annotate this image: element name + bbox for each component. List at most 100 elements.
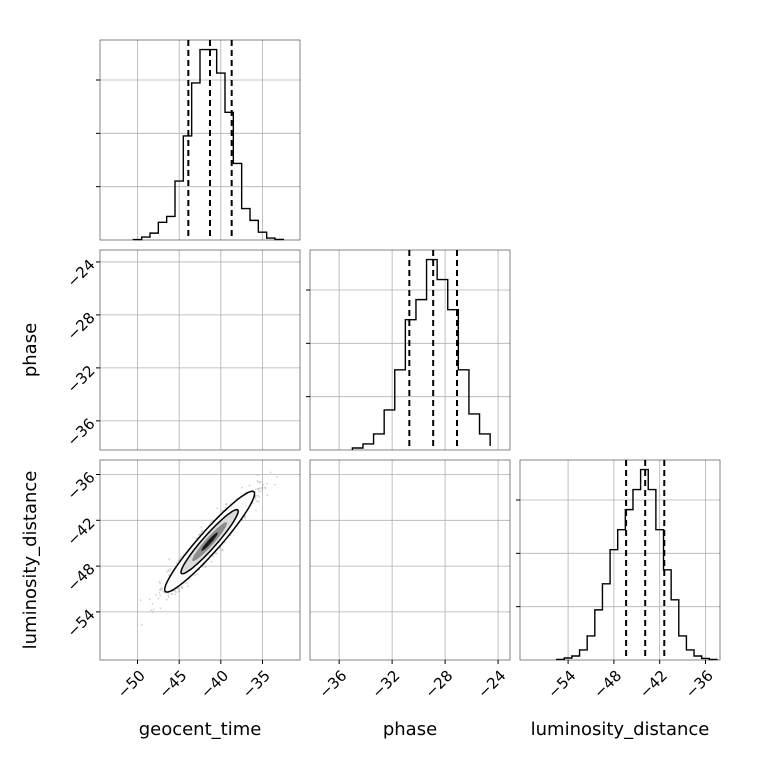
scatter-point [226,0,228,1]
scatter-point [217,0,219,1]
scatter-point [197,0,199,1]
scatter-point [233,0,235,1]
scatter-point [0,519,1,521]
scatter-point [0,503,1,505]
scatter-point [177,0,179,1]
scatter-point [207,0,209,1]
scatter-point [217,0,219,1]
scatter-point [0,557,1,559]
scatter-point [0,538,1,540]
scatter-point [0,572,1,574]
scatter-point [194,0,196,1]
scatter-point [217,0,219,1]
scatter-point [0,497,1,499]
scatter-point [216,0,218,1]
scatter-point [204,0,206,1]
scatter-point [0,589,1,591]
scatter-point [213,0,215,1]
scatter-point [0,523,1,525]
scatter-point [0,563,1,565]
scatter-point [0,554,1,556]
scatter-point [205,0,207,1]
scatter-point [0,507,1,509]
scatter-point [206,0,208,1]
scatter-point [0,545,1,547]
scatter-point [185,0,187,1]
scatter-point [0,554,1,556]
scatter-point [235,0,237,1]
scatter-point [0,510,1,512]
scatter-point [0,558,1,560]
scatter-point [0,499,1,501]
scatter-point [206,0,208,1]
scatter-point [195,0,197,1]
x-tick-label: −54 [544,667,579,702]
scatter-point [0,559,1,561]
scatter-point [0,570,1,572]
scatter-point [228,0,230,1]
scatter-point [0,540,1,542]
scatter-point [0,553,1,555]
scatter-point [245,0,247,1]
scatter-point [189,0,191,1]
scatter-point [0,558,1,560]
scatter-point [212,0,214,1]
scatter-point [0,510,1,512]
scatter-point [215,0,217,1]
scatter-point [0,514,1,516]
scatter-point [187,0,189,1]
scatter-point [0,539,1,541]
scatter-point [181,0,183,1]
scatter-point [132,0,134,1]
scatter-point [0,558,1,560]
scatter-point [0,530,1,532]
scatter-point [0,524,1,526]
scatter-point [225,0,227,1]
scatter-point [0,526,1,528]
scatter-point [0,526,1,528]
scatter-point [215,0,217,1]
scatter-point [247,0,249,1]
scatter-point [210,0,212,1]
scatter-point [239,0,241,1]
scatter-point [0,519,1,521]
scatter-point [210,0,212,1]
scatter-point [180,0,182,1]
scatter-point [209,0,211,1]
scatter-point [0,493,1,495]
scatter-point [183,0,185,1]
scatter-point [0,548,1,550]
scatter-point [204,0,206,1]
scatter-point [0,556,1,558]
scatter-point [197,0,199,1]
scatter-point [190,0,192,1]
scatter-point [0,540,1,542]
scatter-point [0,516,1,518]
scatter-point [0,520,1,522]
scatter-point [177,0,179,1]
scatter-point [0,522,1,524]
joint-geocent_time-luminosity_distance [100,460,300,660]
scatter-point [0,581,1,583]
scatter-point [0,531,1,533]
scatter-point [214,0,216,1]
scatter-point [200,526,202,528]
scatter-point [198,0,200,1]
scatter-point [0,565,1,567]
scatter-point [0,556,1,558]
scatter-point [209,0,211,1]
scatter-point [0,553,1,555]
scatter-point [0,505,1,507]
scatter-point [0,547,1,549]
scatter-point [226,0,228,1]
scatter-point [0,570,1,572]
scatter-point [197,0,199,1]
scatter-point [0,572,1,574]
scatter-point [247,0,249,1]
scatter-point [232,0,234,1]
scatter-point [233,0,235,1]
scatter-point [0,555,1,557]
scatter-point [0,586,1,588]
scatter-point [215,0,217,1]
scatter-point [200,0,202,1]
